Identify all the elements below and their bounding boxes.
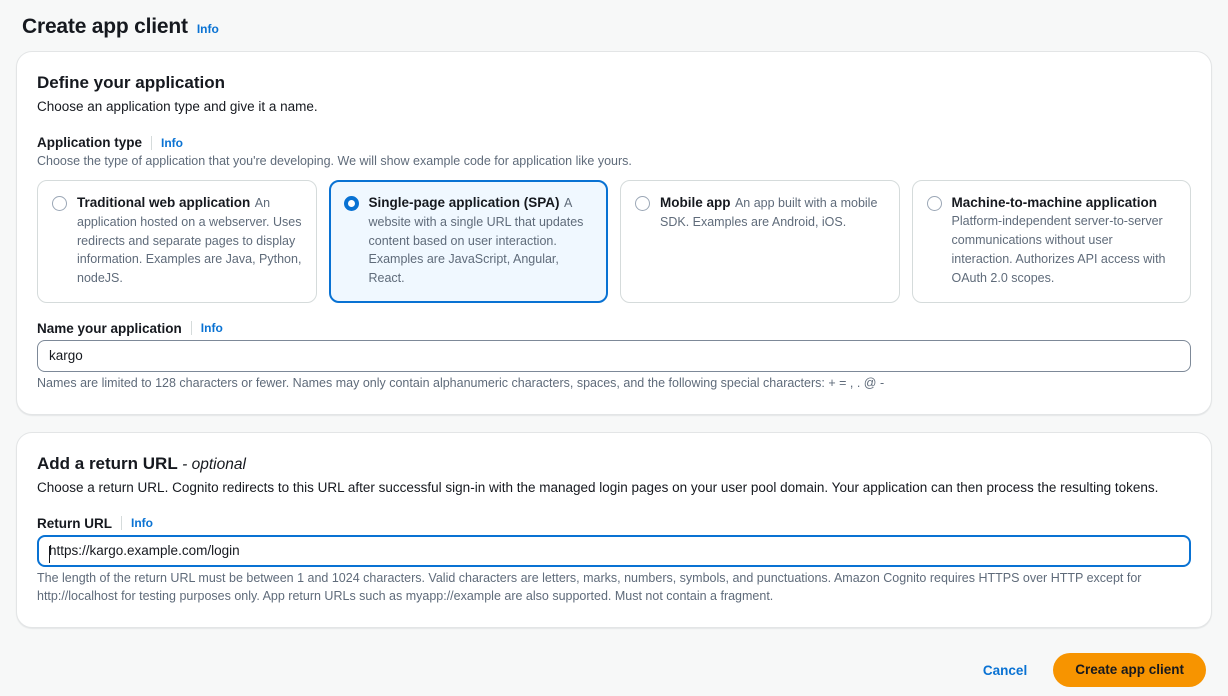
radio-selected-icon[interactable] xyxy=(343,196,359,212)
application-type-field: Application type Info Choose the type of… xyxy=(37,135,1191,303)
define-application-heading: Define your application xyxy=(37,73,225,93)
return-url-label-row: Return URL Info xyxy=(37,516,1191,531)
application-name-label-row: Name your application Info xyxy=(37,321,1191,336)
return-url-input[interactable] xyxy=(37,534,1191,567)
cancel-button[interactable]: Cancel xyxy=(979,657,1031,684)
label-divider xyxy=(121,516,122,531)
return-url-field: Return URL Info The length of the return… xyxy=(37,516,1191,605)
application-type-options: Traditional web application An applicati… xyxy=(37,180,1191,303)
application-name-field: Name your application Info Names are lim… xyxy=(37,321,1191,392)
radio-icon[interactable] xyxy=(926,196,942,212)
option-description: An application hosted on a webserver. Us… xyxy=(77,196,302,286)
return-url-card: Add a return URL - optional Choose a ret… xyxy=(16,432,1212,629)
application-type-option-mobile-app[interactable]: Mobile app An app built with a mobile SD… xyxy=(620,180,900,303)
radio-icon[interactable] xyxy=(635,196,650,212)
application-name-hint: Names are limited to 128 characters or f… xyxy=(37,375,885,390)
create-app-client-button[interactable]: Create app client xyxy=(1053,653,1206,688)
option-title: Traditional web application xyxy=(77,195,251,211)
application-name-info-link[interactable]: Info xyxy=(200,321,223,336)
return-url-info-link[interactable]: Info xyxy=(131,516,153,531)
return-url-hint: The length of the return URL must be bet… xyxy=(37,570,1142,604)
application-type-option-traditional-web[interactable]: Traditional web application An applicati… xyxy=(37,180,317,303)
page-title: Create app client xyxy=(22,15,188,38)
option-title: Single-page application (SPA) xyxy=(368,195,560,211)
return-url-heading: Add a return URL - optional xyxy=(37,453,1191,474)
application-type-label: Application type xyxy=(37,135,143,150)
option-title: Mobile app xyxy=(660,195,731,211)
option-description: A website with a single URL that updates… xyxy=(368,196,584,286)
application-type-info-link[interactable]: Info xyxy=(161,135,184,150)
option-description: An app built with a mobile SDK. Examples… xyxy=(660,196,878,229)
application-type-option-spa[interactable]: Single-page application (SPA) A website … xyxy=(328,180,608,303)
application-type-label-row: Application type Info xyxy=(37,135,1191,150)
return-url-description: Choose a return URL. Cognito redirects t… xyxy=(37,480,1159,496)
page-info-link[interactable]: Info xyxy=(196,22,219,36)
return-url-input-wrap xyxy=(37,534,1191,567)
form-actions: Cancel Create app client xyxy=(16,645,1212,688)
return-url-label: Return URL xyxy=(37,515,112,531)
radio-icon[interactable] xyxy=(52,196,67,212)
option-description: Platform-independent server-to-server co… xyxy=(951,214,1166,285)
define-application-description: Choose an application type and give it a… xyxy=(37,99,318,115)
option-title: Machine-to-machine application xyxy=(951,195,1158,211)
return-url-heading-text: Add a return URL xyxy=(37,454,178,473)
application-name-input[interactable] xyxy=(37,339,1191,372)
return-url-optional-tag: - optional xyxy=(182,456,246,473)
label-divider xyxy=(151,135,153,150)
text-caret xyxy=(49,545,50,563)
application-type-option-machine-to-machine[interactable]: Machine-to-machine application Platform-… xyxy=(911,180,1191,303)
application-type-hint: Choose the type of application that you'… xyxy=(37,154,632,168)
application-name-label: Name your application xyxy=(37,320,182,336)
define-application-card: Define your application Choose an applic… xyxy=(16,51,1212,415)
page-header: Create app client Info xyxy=(16,0,1212,51)
label-divider xyxy=(190,321,192,336)
